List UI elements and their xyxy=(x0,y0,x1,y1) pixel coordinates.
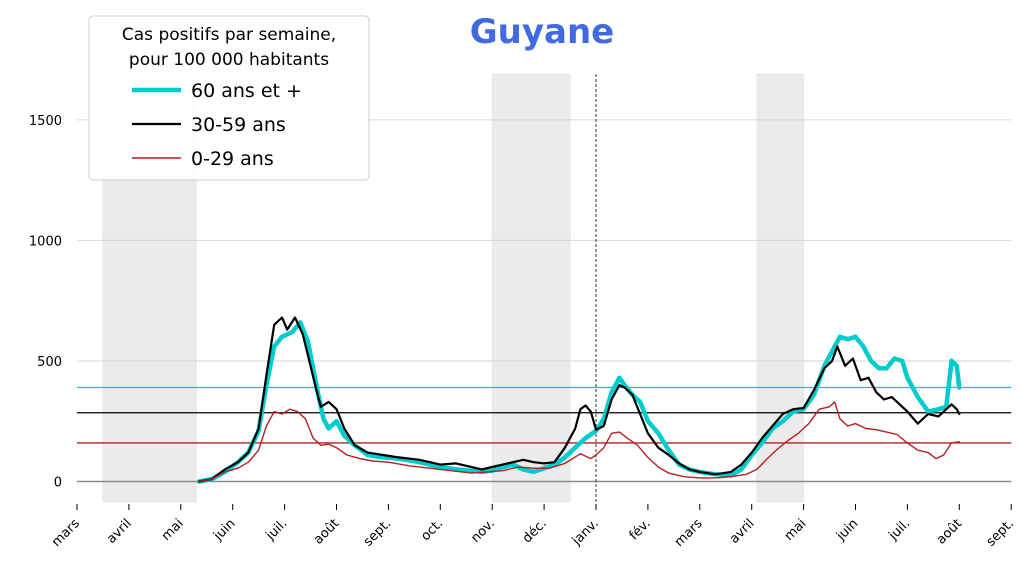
x-tick-label-3: juin xyxy=(210,516,238,544)
x-tick-label-10: janv. xyxy=(569,516,602,549)
legend-label-2: 30-59 ans xyxy=(191,114,286,136)
y-tick-label-0: 0 xyxy=(54,476,62,491)
series-line-1 xyxy=(196,320,962,484)
y-tick-label-1000: 1000 xyxy=(29,234,62,249)
series-line-3 xyxy=(198,401,960,483)
x-tick-label-0: mars xyxy=(49,516,83,550)
x-axis: mars avril mai juin juil. août sept. oct. nov. dé… xyxy=(49,504,1017,550)
x-tick-label-15: juin xyxy=(833,516,861,544)
legend-label-1: 60 ans et + xyxy=(191,80,302,102)
shaded-period-3 xyxy=(756,73,804,503)
legend-entries: 60 ans et + 30-59 ans 0-29 ans xyxy=(132,80,302,170)
legend: Cas positifs par semaine, pour 100 000 h… xyxy=(88,15,370,181)
x-tick-label-5: août xyxy=(311,516,342,547)
x-tick-label-12: mars xyxy=(672,516,706,550)
shaded-period-2 xyxy=(491,73,571,503)
x-tick-label-6: sept. xyxy=(361,516,394,549)
x-tick-label-13: avril xyxy=(727,516,758,547)
series-line-2 xyxy=(197,316,961,483)
y-axis: 0 500 1000 1500 xyxy=(29,114,62,491)
x-tick-label-9: déc. xyxy=(520,516,550,546)
x-tick-label-1: avril xyxy=(104,516,135,547)
x-tick-label-8: nov. xyxy=(468,516,498,546)
legend-title-line-1: Cas positifs par semaine, xyxy=(122,25,336,45)
x-tick-label-4: juil. xyxy=(263,516,291,544)
chart-title: Guyane xyxy=(470,12,614,52)
x-tick-label-7: oct. xyxy=(418,516,446,544)
x-tick-label-17: août xyxy=(934,516,965,547)
legend-box xyxy=(88,15,370,181)
series-lines xyxy=(196,316,962,484)
y-tick-label-1500: 1500 xyxy=(29,114,62,129)
x-tick-label-16: juil. xyxy=(885,516,913,544)
x-tick-label-11: fév. xyxy=(627,516,654,543)
reference-lines xyxy=(77,386,1012,444)
x-tick-label-2: mai xyxy=(159,516,187,544)
legend-label-3: 0-29 ans xyxy=(191,148,274,170)
legend-title-line-2: pour 100 000 habitants xyxy=(129,50,329,70)
x-tick-label-14: mai xyxy=(782,516,810,544)
y-tick-label-500: 500 xyxy=(37,355,62,370)
x-tick-label-18: sept. xyxy=(984,516,1017,549)
